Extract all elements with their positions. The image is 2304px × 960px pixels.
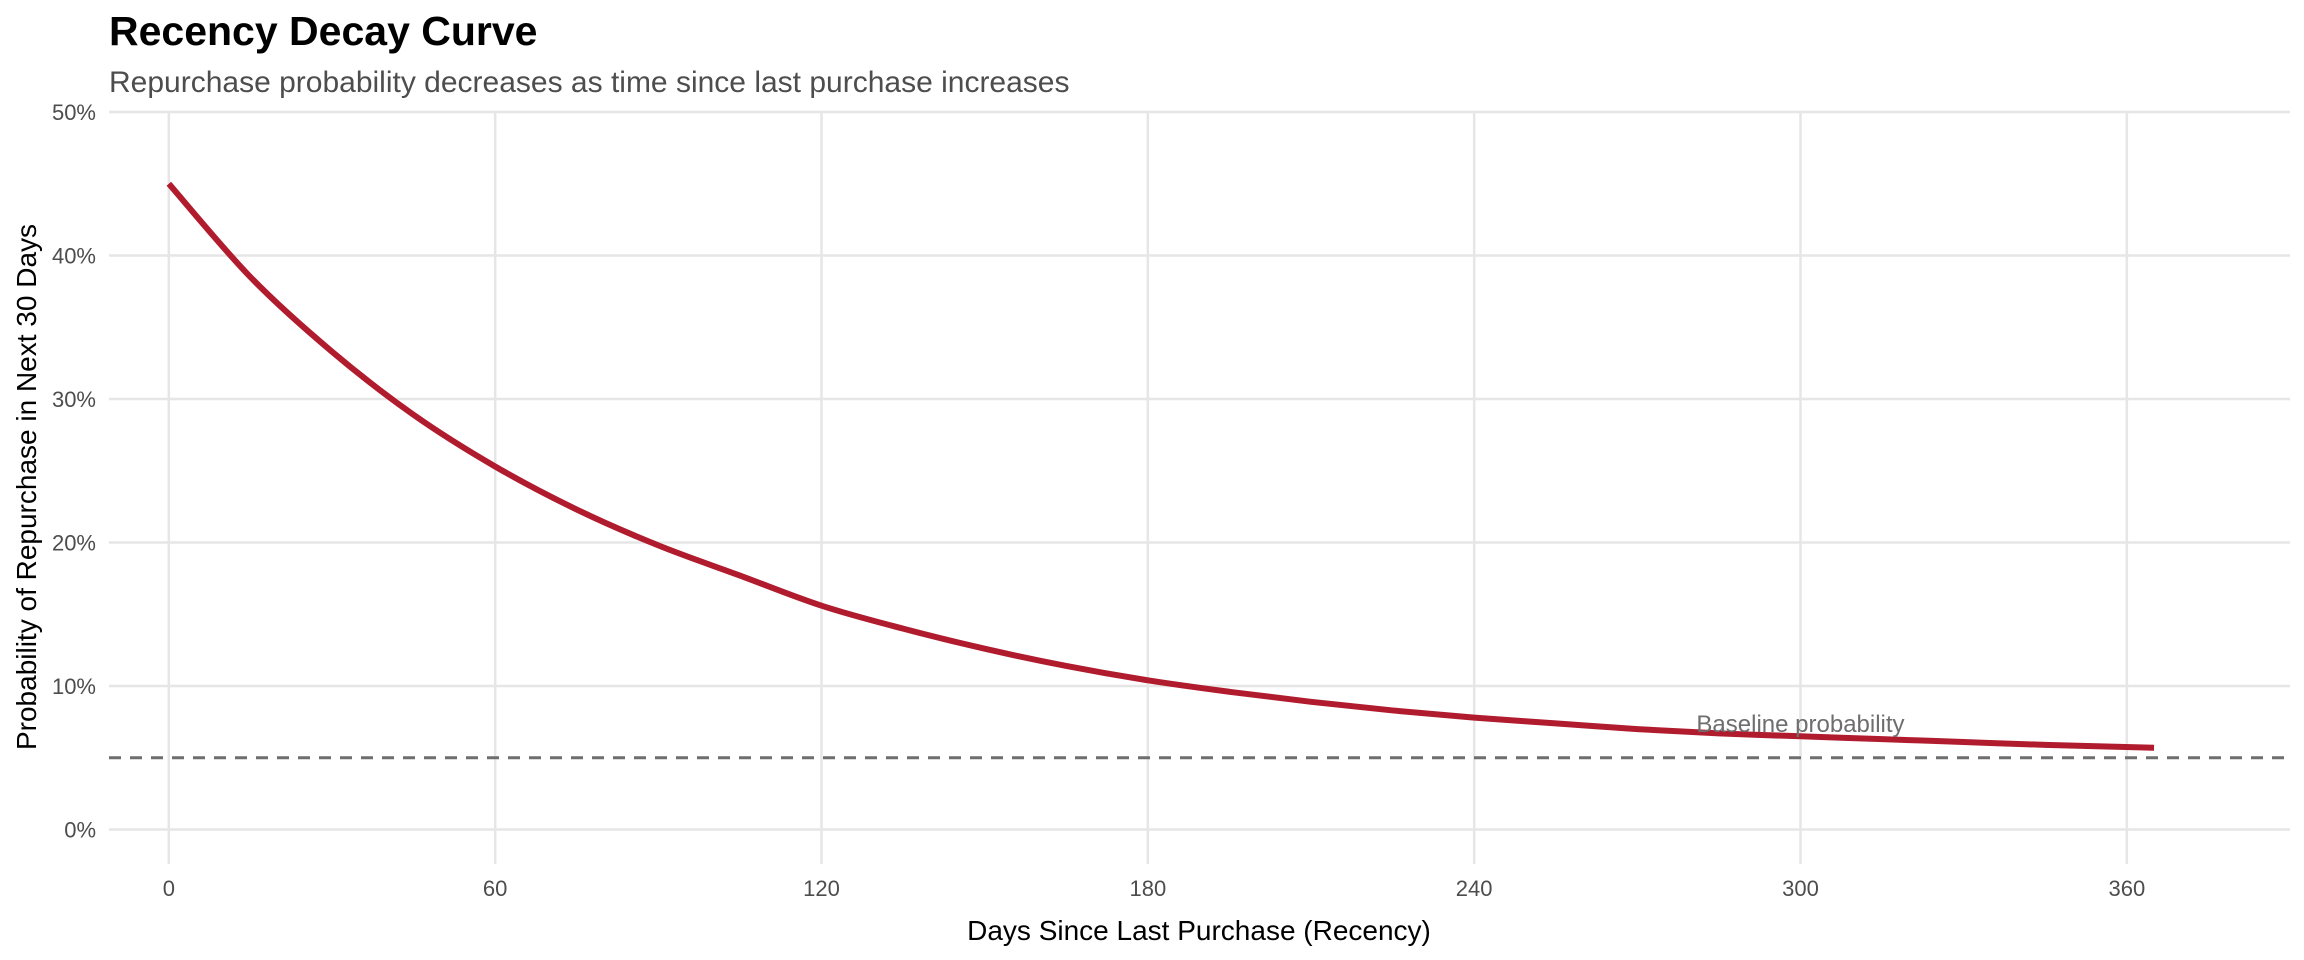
y-tick-label: 20% — [52, 531, 96, 556]
x-tick-label: 360 — [2108, 876, 2145, 901]
x-tick-label: 60 — [483, 876, 507, 901]
x-tick-label: 240 — [1456, 876, 1493, 901]
x-tick-label: 120 — [803, 876, 840, 901]
y-tick-labels: 0% 10% 20% 30% 40% 50% — [52, 100, 96, 843]
x-tick-label: 0 — [163, 876, 175, 901]
chart-subtitle: Repurchase probability decreases as time… — [109, 66, 1069, 99]
y-tick-label: 50% — [52, 100, 96, 125]
x-tick-labels: 0 60 120 180 240 300 360 — [163, 876, 2145, 901]
annotations-layer: Baseline probability — [1696, 711, 1904, 738]
x-tick-label: 300 — [1782, 876, 1819, 901]
y-axis-title: Probability of Repurchase in Next 30 Day… — [11, 224, 42, 750]
baseline-annotation: Baseline probability — [1696, 711, 1904, 738]
y-tick-label: 40% — [52, 244, 96, 269]
x-tick-label: 180 — [1129, 876, 1166, 901]
y-tick-label: 10% — [52, 674, 96, 699]
y-tick-label: 0% — [64, 818, 96, 843]
y-gridlines — [109, 110, 2290, 831]
decay-curve-line — [166, 181, 2155, 751]
chart-title: Recency Decay Curve — [109, 8, 537, 54]
x-axis-title: Days Since Last Purchase (Recency) — [967, 915, 1431, 946]
y-tick-label: 30% — [52, 387, 96, 412]
series-layer — [166, 181, 2155, 751]
x-gridlines — [167, 112, 2129, 864]
